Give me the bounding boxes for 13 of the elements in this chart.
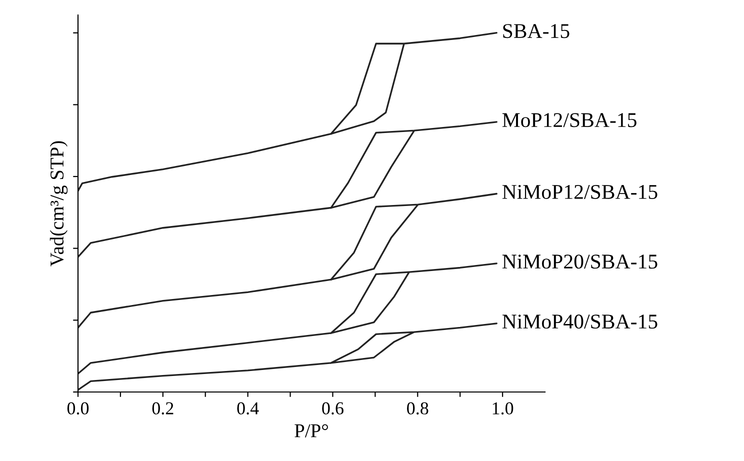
series-label: NiMoP12/SBA-15 bbox=[502, 184, 658, 199]
x-tick-label: 0.0 bbox=[67, 402, 89, 415]
x-tick-label: 0.6 bbox=[322, 402, 344, 415]
x-tick-label: 0.8 bbox=[407, 402, 428, 415]
series-label: NiMoP20/SBA-15 bbox=[502, 254, 658, 269]
x-tick-label: 0.4 bbox=[237, 402, 259, 415]
x-tick-label: 1.0 bbox=[492, 402, 514, 415]
x-tick-label: 0.2 bbox=[152, 402, 174, 415]
x-axis-title: P/P° bbox=[294, 424, 328, 438]
y-axis-title: Vad(cm³/g STP) bbox=[50, 141, 68, 266]
series-label: SBA-15 bbox=[503, 24, 570, 38]
series-label: MoP12/SBA-15 bbox=[502, 113, 636, 128]
series-label: NiMoP40/SBA-15 bbox=[502, 314, 658, 329]
